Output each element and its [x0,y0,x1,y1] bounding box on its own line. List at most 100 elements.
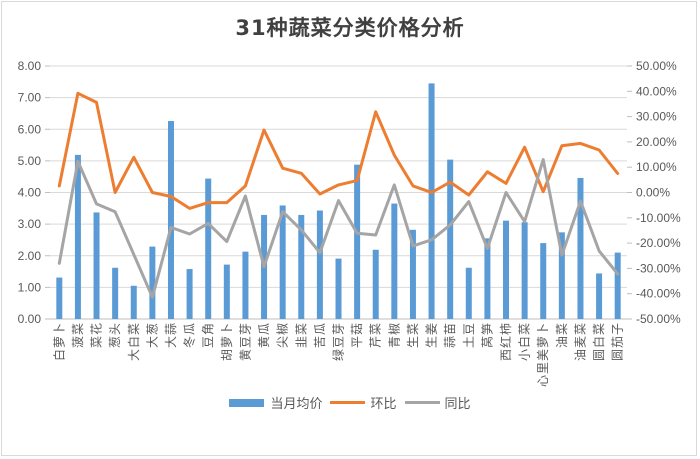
bar [279,205,286,319]
category-label: 苦瓜 [313,323,327,348]
right-tick-label: 40.00% [636,84,677,98]
chart-title: 31种蔬菜分类价格分析 [235,16,465,40]
svg-text:尖: 尖 [276,336,290,348]
svg-text:芽: 芽 [332,323,346,335]
svg-text:姜: 姜 [425,323,439,335]
left-tick-label: 1.00 [18,280,42,294]
bar [614,252,621,319]
svg-text:菜: 菜 [406,323,420,335]
svg-text:大: 大 [127,349,141,361]
bar [298,214,305,319]
left-y-axis: 0.00 1.00 2.00 3.00 4.00 5.00 6.00 7.00 8.00 [18,59,50,326]
left-tick-label: 7.00 [18,91,42,105]
svg-text:苗: 苗 [443,323,457,335]
category-label: 莴笋 [479,323,494,348]
category-label: 大葱 [145,323,159,348]
bar [447,159,454,319]
svg-text:菜: 菜 [518,323,532,335]
svg-text:豆: 豆 [462,323,476,335]
svg-text:瓜: 瓜 [257,323,271,335]
bar [465,267,472,319]
right-y-axis: -50.00% -40.00% -30.00% -20.00% -10.00% 0.00%… [627,59,681,326]
svg-text:里: 里 [536,362,550,374]
svg-text:豆: 豆 [238,336,252,348]
legend-item-monthly-avg-price: 当月均价 [229,393,322,412]
svg-text:胡: 胡 [220,349,234,361]
left-tick-label: 8.00 [18,59,42,73]
x-axis-category-labels: 白萝卜菠菜菜花葱头大白菜大葱大蒜冬瓜豆角胡萝卜黄豆芽黄瓜尖椒韭菜苦瓜绿豆芽平菇芹… [51,323,624,387]
category-label: 豆角 [201,323,215,348]
line-swatch-icon [330,401,366,404]
svg-text:瓜: 瓜 [313,323,327,335]
svg-text:角: 角 [201,323,215,335]
svg-text:菜: 菜 [369,323,383,335]
svg-text:麦: 麦 [573,336,587,348]
legend-label-monthly-avg-price: 当月均价 [270,397,323,412]
bar [503,220,510,319]
svg-text:圆: 圆 [611,349,625,361]
bar-swatch-icon [229,398,265,407]
svg-text:豆: 豆 [332,336,346,348]
bar [540,243,547,319]
category-label: 圆白菜 [591,323,606,361]
category-label: 韭菜 [294,323,308,348]
svg-text:花: 花 [89,323,104,335]
bar [186,269,193,319]
category-label: 青椒 [387,323,401,348]
bar [242,251,249,319]
svg-text:油: 油 [555,336,569,348]
legend-label-yoy: 同比 [444,397,471,412]
category-label: 小白菜 [517,323,532,361]
svg-text:红: 红 [498,336,513,348]
svg-text:柿: 柿 [498,323,513,335]
svg-text:头: 头 [108,323,122,335]
category-label: 白萝卜 [51,323,66,361]
right-tick-label: -20.00% [636,236,681,250]
right-tick-label: 30.00% [636,110,677,124]
svg-text:子: 子 [611,323,625,335]
svg-text:菜: 菜 [573,323,587,335]
bar [149,246,156,319]
svg-text:笋: 笋 [479,323,494,335]
bar [223,264,230,319]
category-label: 菠菜 [71,323,85,348]
right-tick-label: -50.00% [636,312,681,326]
svg-text:平: 平 [350,336,364,348]
svg-text:豆: 豆 [201,336,215,348]
svg-text:苦: 苦 [313,336,327,348]
svg-text:菜: 菜 [592,323,606,335]
svg-text:茄: 茄 [611,336,625,348]
bar [112,267,119,319]
left-tick-label: 0.00 [18,312,42,326]
svg-text:菜: 菜 [555,323,569,335]
svg-text:菜: 菜 [127,323,141,335]
svg-text:萝: 萝 [220,336,234,348]
svg-text:菇: 菇 [350,323,364,335]
svg-text:黄: 黄 [238,349,252,361]
svg-text:美: 美 [536,349,550,361]
category-label: 圆茄子 [611,323,625,361]
bar [205,178,212,319]
svg-text:椒: 椒 [276,323,290,335]
svg-text:椒: 椒 [387,323,401,335]
line-path [57,158,620,299]
category-label: 西红柿 [498,323,513,361]
svg-text:青: 青 [387,336,401,348]
bar [74,154,81,319]
svg-text:白: 白 [51,349,66,361]
bar [93,212,100,319]
svg-text:萝: 萝 [52,336,66,348]
svg-text:小: 小 [518,349,532,361]
line-series-yoy [57,158,620,299]
line-swatch-icon [404,401,440,404]
svg-text:韭: 韭 [294,336,308,348]
category-label: 葱头 [108,323,122,348]
category-label: 生菜 [406,323,420,348]
bar [372,249,379,319]
svg-text:大: 大 [145,336,159,348]
left-tick-label: 3.00 [18,217,42,231]
bar [577,177,584,319]
svg-text:冬: 冬 [182,336,197,348]
right-tick-label: -10.00% [636,211,681,225]
